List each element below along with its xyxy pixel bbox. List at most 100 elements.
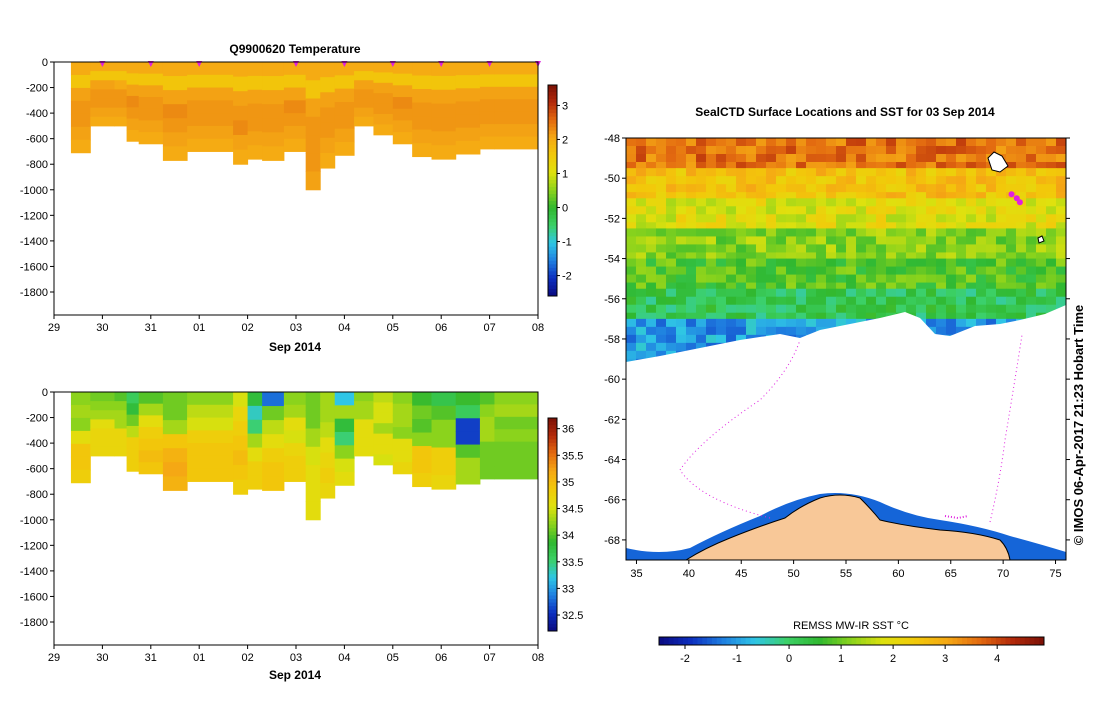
sst-pixel bbox=[686, 342, 697, 352]
profile-cell bbox=[455, 444, 481, 459]
sst-pixel bbox=[1036, 252, 1047, 260]
sst-pixel bbox=[696, 334, 707, 344]
temperature-profile-cells bbox=[70, 62, 539, 191]
sst-colorbar-segment bbox=[870, 637, 877, 645]
sst-pixel bbox=[746, 162, 757, 169]
sst-pixel bbox=[636, 206, 647, 215]
sst-colorbar-segment bbox=[894, 637, 901, 645]
sst-pixel bbox=[786, 296, 797, 306]
profile-cell bbox=[247, 447, 263, 462]
sst-pixel bbox=[906, 214, 917, 223]
colorbar-segment bbox=[548, 88, 557, 93]
sst-pixel bbox=[956, 274, 967, 284]
sst-pixel bbox=[766, 252, 777, 260]
sst-pixel bbox=[916, 282, 927, 290]
sst-pixel bbox=[646, 198, 657, 207]
sst-pixel bbox=[716, 214, 727, 223]
sst-colorbar-segment bbox=[841, 637, 848, 645]
sst-pixel bbox=[976, 154, 987, 163]
lon-tick-label: 40 bbox=[683, 568, 695, 580]
sst-pixel bbox=[636, 350, 647, 360]
sst-pixel bbox=[1046, 176, 1057, 185]
sst-pixel bbox=[896, 228, 907, 237]
profile-cell bbox=[431, 433, 457, 448]
profile-cell bbox=[320, 92, 336, 108]
sst-pixel bbox=[816, 138, 827, 147]
sst-pixel bbox=[806, 176, 817, 185]
sst-pixel bbox=[946, 326, 957, 336]
sst-pixel bbox=[646, 282, 657, 290]
sst-pixel bbox=[736, 162, 747, 169]
lat-tick-label: -56 bbox=[604, 294, 620, 306]
sst-pixel bbox=[746, 214, 757, 223]
profile-cell bbox=[233, 76, 249, 92]
profile-cell bbox=[373, 433, 394, 445]
sst-colorbar-segment bbox=[890, 637, 896, 645]
profile-cell bbox=[373, 72, 394, 84]
profile-cell bbox=[431, 475, 457, 490]
colorbar-segment bbox=[548, 609, 557, 614]
profile-cell bbox=[320, 422, 336, 438]
colorbar-segment bbox=[548, 204, 557, 209]
sst-pixel bbox=[706, 326, 717, 336]
colorbar-segment bbox=[548, 584, 557, 589]
sst-colorbar-segment bbox=[673, 637, 679, 645]
sst-pixel bbox=[1056, 162, 1066, 169]
sst-pixel bbox=[706, 198, 717, 207]
profile-cell bbox=[138, 97, 164, 110]
sst-pixel bbox=[646, 162, 657, 169]
sst-pixel bbox=[1016, 312, 1027, 320]
sst-pixel bbox=[846, 198, 857, 207]
sst-pixel bbox=[746, 266, 757, 276]
colorbar-segment bbox=[548, 627, 557, 632]
colorbar-segment bbox=[548, 229, 557, 234]
profile-cell bbox=[412, 89, 433, 104]
sst-pixel bbox=[816, 192, 827, 199]
sst-pixel bbox=[926, 168, 937, 177]
sst-pixel bbox=[1016, 296, 1027, 306]
sst-pixel bbox=[626, 258, 637, 268]
sst-pixel bbox=[806, 266, 817, 276]
sst-pixel bbox=[696, 228, 707, 237]
sst-pixel bbox=[926, 162, 937, 169]
sst-pixel bbox=[966, 184, 977, 193]
sst-pixel bbox=[686, 252, 697, 260]
sst-pixel bbox=[846, 274, 857, 284]
sst-pixel bbox=[706, 258, 717, 268]
profile-cell bbox=[392, 62, 413, 75]
sst-pixel bbox=[1026, 244, 1037, 253]
y-tick-label: -1800 bbox=[20, 617, 48, 629]
colorbar-segment bbox=[548, 190, 557, 195]
sst-pixel bbox=[716, 326, 727, 336]
profile-cell bbox=[70, 430, 91, 445]
sst-colorbar-segment bbox=[760, 637, 766, 645]
profile-cell bbox=[247, 103, 263, 118]
sst-pixel bbox=[796, 222, 807, 229]
sst-pixel bbox=[656, 258, 667, 268]
sst-pixel bbox=[856, 162, 867, 169]
sst-pixel bbox=[996, 176, 1007, 185]
sst-pixel bbox=[866, 258, 877, 268]
profile-cell bbox=[90, 107, 115, 118]
profile-cell bbox=[320, 482, 336, 499]
sst-pixel bbox=[906, 274, 917, 284]
profile-cell bbox=[283, 417, 307, 431]
sst-pixel bbox=[706, 228, 717, 237]
sst-pixel bbox=[986, 236, 997, 245]
sst-pixel bbox=[1046, 282, 1057, 290]
sst-pixel bbox=[916, 214, 927, 223]
colorbar-segment bbox=[548, 464, 557, 469]
sst-pixel bbox=[896, 288, 907, 298]
sst-pixel bbox=[796, 176, 807, 185]
sst-pixel bbox=[976, 138, 987, 147]
sst-pixel bbox=[1016, 266, 1027, 276]
sst-pixel bbox=[1026, 236, 1037, 245]
x-tick-label: 05 bbox=[387, 652, 399, 664]
sst-pixel bbox=[906, 258, 917, 268]
sst-pixel bbox=[1036, 304, 1047, 314]
sst-pixel bbox=[786, 282, 797, 290]
sst-pixel bbox=[846, 296, 857, 306]
profile-cell bbox=[431, 62, 457, 77]
sst-pixel bbox=[1046, 304, 1057, 314]
sst-pixel bbox=[926, 228, 937, 237]
